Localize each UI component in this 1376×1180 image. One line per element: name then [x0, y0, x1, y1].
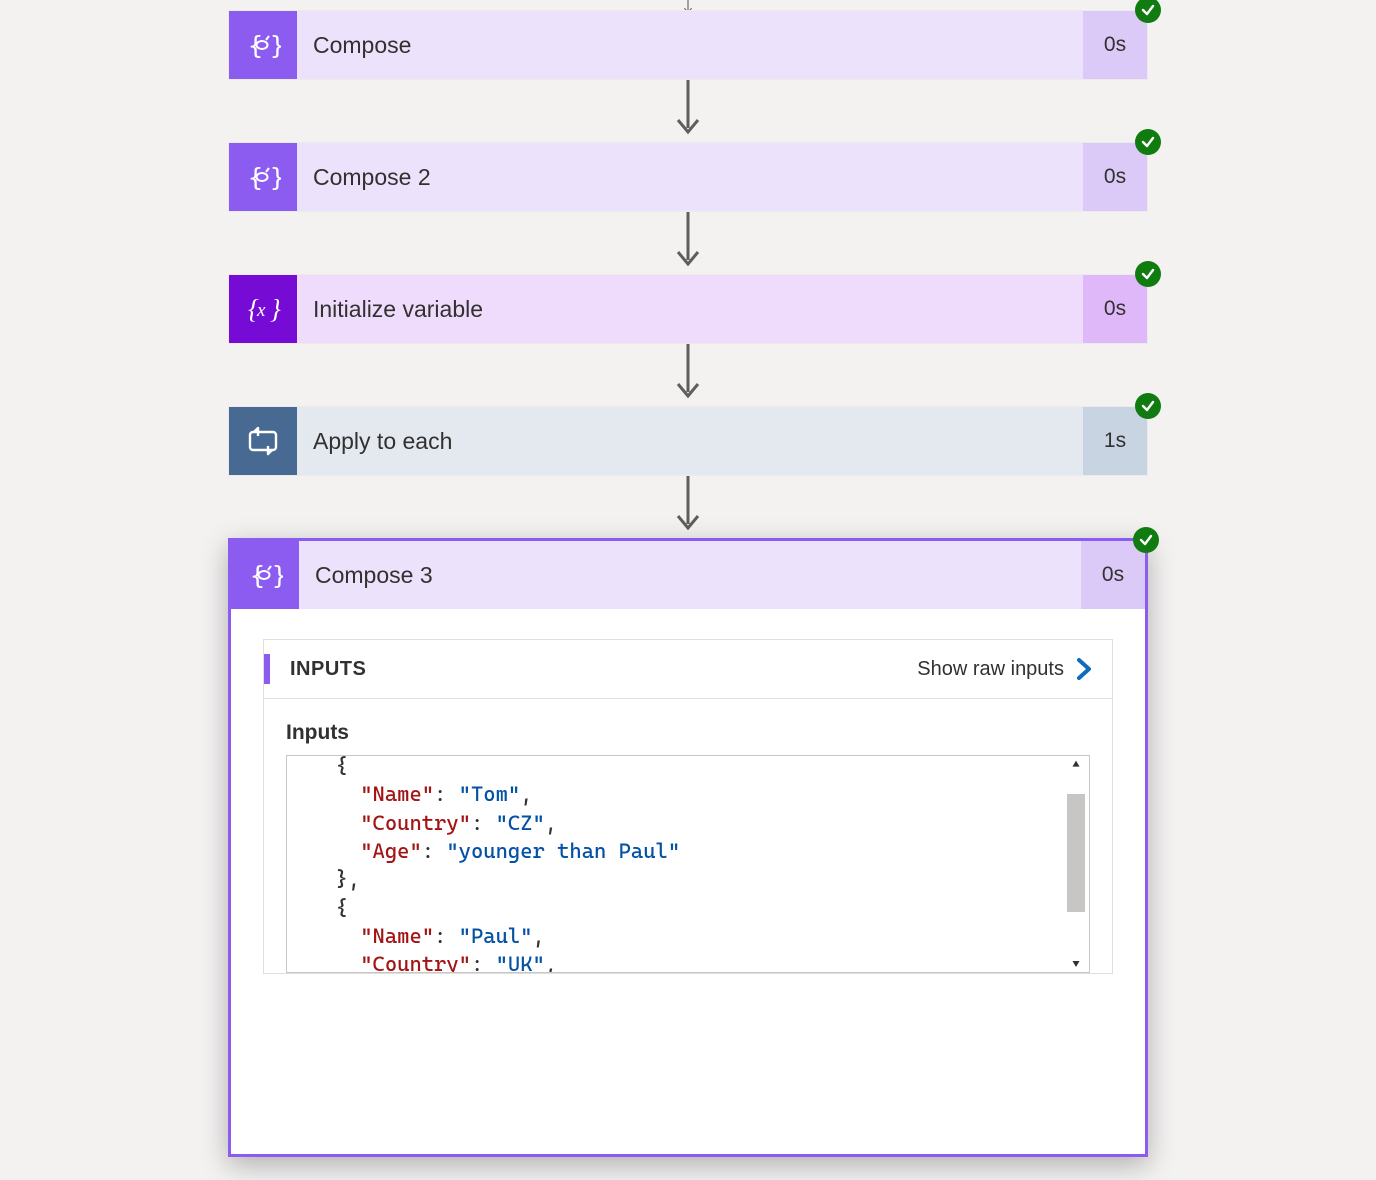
status-success-icon [1135, 0, 1161, 23]
action-card-applyeach[interactable]: Apply to each1s [228, 406, 1148, 476]
flow-run-canvas: {}Compose0s{}Compose 20s{}xInitialize va… [0, 0, 1376, 1157]
status-success-icon [1135, 129, 1161, 155]
inputs-panel-header: INPUTS Show raw inputs [264, 640, 1112, 699]
panel-label: INPUTS [290, 658, 366, 681]
svg-text:}: } [270, 31, 281, 60]
svg-text:x: x [256, 300, 266, 321]
action-card-initvar[interactable]: {}xInitialize variable0s [228, 274, 1148, 344]
compose-icon: {} [229, 143, 297, 211]
inputs-panel: INPUTS Show raw inputs Inputs { "Name": … [263, 639, 1113, 974]
action-duration: 0s [1083, 11, 1147, 79]
compose-icon: {} [229, 11, 297, 79]
compose-icon: { } [231, 541, 299, 609]
scrollbar-thumb[interactable] [1067, 794, 1085, 912]
inputs-subheader: Inputs [286, 721, 1090, 745]
status-success-icon [1135, 261, 1161, 287]
show-raw-inputs-label: Show raw inputs [917, 658, 1064, 681]
connector-arrow [0, 344, 1376, 406]
connector-arrow [0, 0, 1376, 10]
scroll-down-icon[interactable]: ▼ [1068, 958, 1084, 970]
action-duration: 0s [1081, 541, 1145, 609]
scroll-up-icon[interactable]: ▲ [1068, 758, 1084, 770]
action-title: Compose [297, 11, 1083, 79]
connector-arrow [0, 476, 1376, 538]
connector-arrow [0, 80, 1376, 142]
panel-accent-bar [264, 654, 270, 684]
action-card-compose1[interactable]: {}Compose0s [228, 10, 1148, 80]
action-card-compose2[interactable]: {}Compose 20s [228, 142, 1148, 212]
action-title: Initialize variable [297, 275, 1083, 343]
svg-text:}: } [272, 561, 283, 590]
scrollbar[interactable]: ▲ ▼ [1069, 756, 1087, 972]
status-success-icon [1133, 527, 1159, 553]
chevron-right-icon [1074, 657, 1094, 681]
loop-icon [229, 407, 297, 475]
status-success-icon [1135, 393, 1161, 419]
svg-text:}: } [270, 163, 281, 192]
action-title: Compose 2 [297, 143, 1083, 211]
action-duration: 0s [1083, 143, 1147, 211]
connector-arrow [0, 212, 1376, 274]
svg-text:}: } [270, 294, 281, 324]
json-content: { "Name": "Tom", "Country": "CZ", "Age":… [311, 755, 680, 973]
action-card-header[interactable]: { } Compose 3 0s [231, 541, 1145, 609]
action-duration: 0s [1083, 275, 1147, 343]
action-title: Apply to each [297, 407, 1083, 475]
variable-icon: {}x [229, 275, 297, 343]
action-duration: 1s [1083, 407, 1147, 475]
show-raw-inputs-link[interactable]: Show raw inputs [917, 657, 1094, 681]
action-title: Compose 3 [299, 541, 1081, 609]
action-card-compose3-expanded[interactable]: { } Compose 3 0s INPUTS Show raw inputs [228, 538, 1148, 1157]
inputs-json-viewer[interactable]: { "Name": "Tom", "Country": "CZ", "Age":… [286, 755, 1090, 973]
